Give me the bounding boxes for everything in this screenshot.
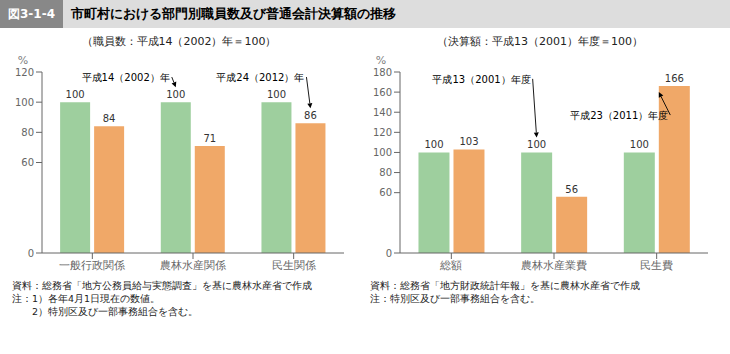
svg-text:80: 80	[379, 167, 392, 178]
html-text:注：特別区及び一部事務組合を含む。: 注：特別区及び一部事務組合を含む。	[370, 293, 540, 304]
html-text:（決算額：平成13（2001）年度＝100）: （決算額：平成13（2001）年度＝100）	[437, 35, 643, 48]
svg-text:103: 103	[459, 136, 478, 147]
svg-text:100: 100	[373, 147, 392, 158]
svg-text:100: 100	[15, 97, 34, 108]
svg-text:平成14（2002）年: 平成14（2002）年	[82, 72, 170, 83]
svg-text:%: %	[18, 54, 28, 67]
svg-text:56: 56	[565, 184, 578, 195]
svg-text:80: 80	[21, 127, 34, 138]
html-text:資料：総務省「地方財政統計年報」を基に農林水産省で作成: 資料：総務省「地方財政統計年報」を基に農林水産省で作成	[370, 280, 640, 291]
svg-text:60: 60	[379, 187, 392, 198]
svg-text:100: 100	[166, 89, 185, 100]
svg-text:120: 120	[373, 127, 392, 138]
svg-text:0: 0	[386, 248, 392, 259]
svg-text:0: 0	[28, 248, 34, 259]
svg-text:民生関係: 民生関係	[272, 259, 316, 272]
svg-text:86: 86	[304, 110, 317, 121]
svg-text:84: 84	[103, 113, 116, 124]
html-text:注：1）各年4月1日現在の数値。: 注：1）各年4月1日現在の数値。	[12, 293, 161, 304]
svg-text:平成24（2012）年: 平成24（2012）年	[216, 72, 304, 83]
svg-text:140: 140	[373, 107, 392, 118]
svg-text:平成23（2011）年度: 平成23（2011）年度	[570, 110, 668, 121]
html-text:資料：総務省「地方公務員給与実態調査」を基に農林水産省で作成: 資料：総務省「地方公務員給与実態調査」を基に農林水産省で作成	[12, 280, 312, 291]
svg-text:166: 166	[665, 73, 684, 84]
svg-text:%: %	[376, 54, 386, 67]
svg-text:総額: 総額	[439, 259, 462, 272]
svg-text:一般行政関係: 一般行政関係	[59, 259, 125, 272]
svg-text:民生費: 民生費	[640, 259, 673, 272]
svg-text:71: 71	[203, 133, 216, 144]
svg-text:60: 60	[21, 157, 34, 168]
html-text:2）特別区及び一部事務組合を含む。: 2）特別区及び一部事務組合を含む。	[12, 306, 198, 317]
svg-text:160: 160	[373, 87, 392, 98]
html-text:（職員数：平成14（2002）年＝100）: （職員数：平成14（2002）年＝100）	[81, 35, 277, 48]
svg-text:平成13（2001）年度: 平成13（2001）年度	[432, 74, 530, 85]
svg-text:100: 100	[66, 89, 85, 100]
svg-text:120: 120	[15, 67, 34, 78]
svg-text:180: 180	[373, 67, 392, 78]
svg-text:100: 100	[630, 139, 649, 150]
svg-text:農林水産業費: 農林水産業費	[521, 259, 587, 272]
html-text:図3-1-4: 図3-1-4	[8, 6, 55, 21]
html-text:市町村における部門別職員数及び普通会計決算額の推移: 市町村における部門別職員数及び普通会計決算額の推移	[71, 6, 396, 21]
svg-text:100: 100	[527, 139, 546, 150]
svg-text:農林水産関係: 農林水産関係	[160, 259, 226, 272]
svg-text:100: 100	[424, 139, 443, 150]
svg-text:100: 100	[267, 89, 286, 100]
